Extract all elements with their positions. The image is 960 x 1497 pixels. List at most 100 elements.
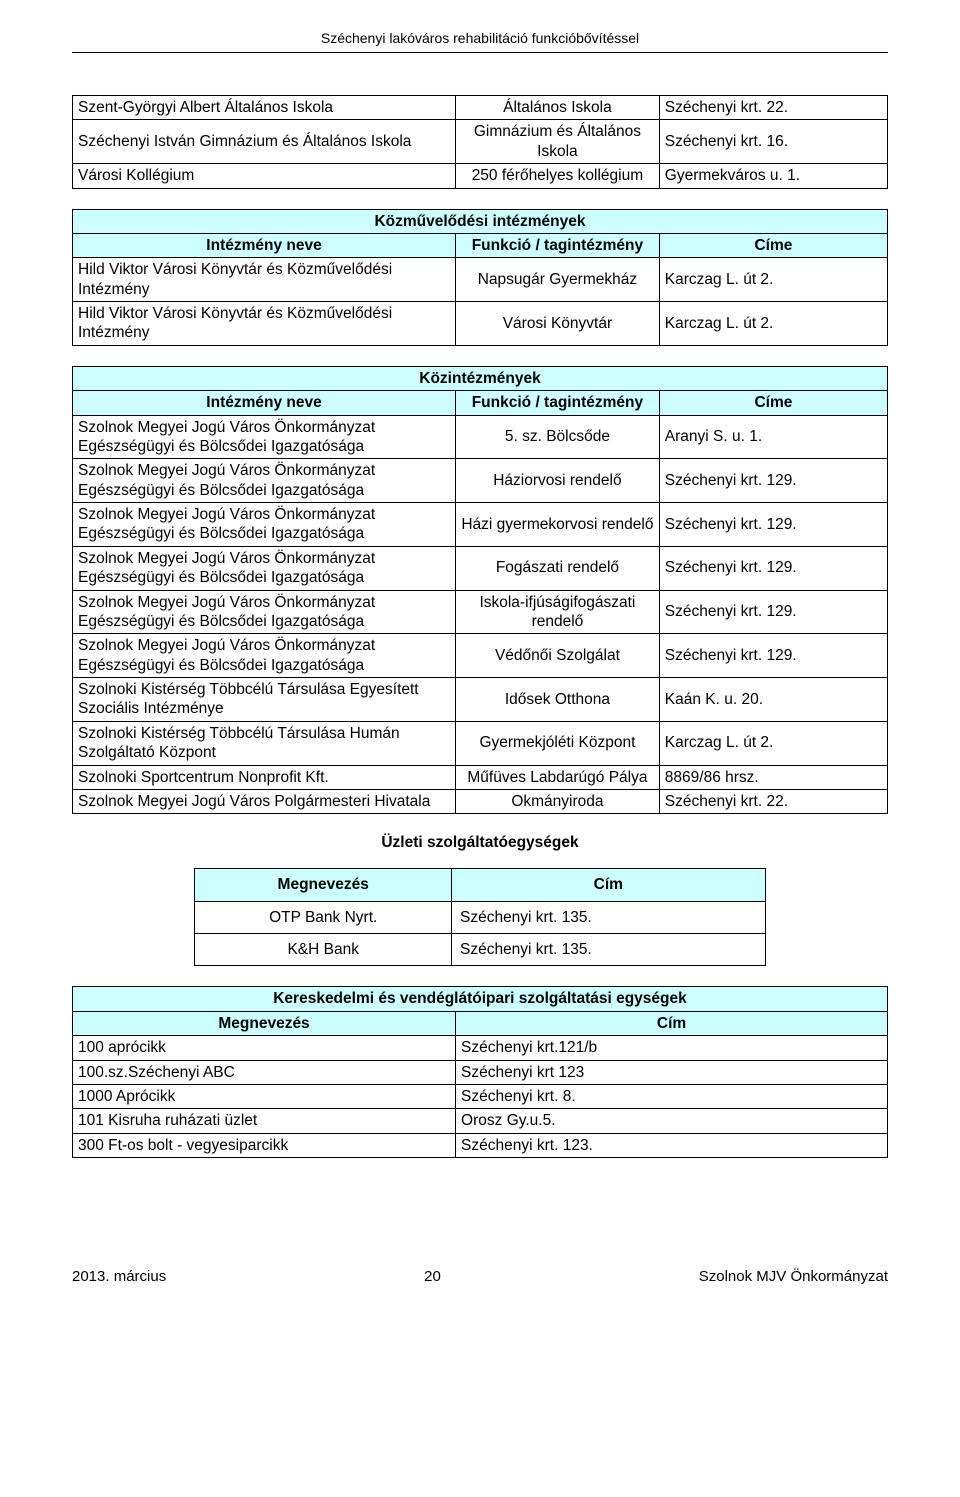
table-public-title: Közintézmények bbox=[73, 366, 888, 390]
table-row: Hild Viktor Városi Könyvtár és Közművelő… bbox=[73, 258, 888, 302]
table-cell: Iskola-ifjúságifogászati rendelő bbox=[456, 590, 660, 634]
table-cell: 100.sz.Széchenyi ABC bbox=[73, 1060, 456, 1084]
col-header: Címe bbox=[659, 233, 887, 257]
col-header: Cím bbox=[451, 869, 765, 901]
table-cell: Kaán K. u. 20. bbox=[659, 678, 887, 722]
table-cell: Orosz Gy.u.5. bbox=[456, 1109, 888, 1133]
table-cell: Széchenyi krt. 22. bbox=[659, 789, 887, 813]
table-row: Szolnok Megyei Jogú Város Önkormányzat E… bbox=[73, 415, 888, 459]
table-row: 1000 AprócikkSzéchenyi krt. 8. bbox=[73, 1084, 888, 1108]
footer-left: 2013. március bbox=[72, 1268, 166, 1285]
table-cell: Széchenyi krt. 16. bbox=[659, 120, 887, 164]
table-cell: Aranyi S. u. 1. bbox=[659, 415, 887, 459]
table-cell: Szolnok Megyei Jogú Város Önkormányzat E… bbox=[73, 459, 456, 503]
table-row: Szolnok Megyei Jogú Város Önkormányzat E… bbox=[73, 590, 888, 634]
col-header: Megnevezés bbox=[195, 869, 452, 901]
col-header: Cím bbox=[456, 1011, 888, 1035]
table-cultural: Közművelődési intézmények Intézmény neve… bbox=[72, 209, 888, 346]
table-cell: Széchenyi krt 123 bbox=[456, 1060, 888, 1084]
table-cell: Műfüves Labdarúgó Pálya bbox=[456, 765, 660, 789]
footer-page-number: 20 bbox=[424, 1268, 441, 1285]
table-cell: Napsugár Gyermekház bbox=[456, 258, 660, 302]
table-row: Szolnok Megyei Jogú Város Polgármesteri … bbox=[73, 789, 888, 813]
table-cultural-title: Közművelődési intézmények bbox=[73, 209, 888, 233]
table-cell: Fogászati rendelő bbox=[456, 546, 660, 590]
table-cell: Szent-Györgyi Albert Általános Iskola bbox=[73, 96, 456, 120]
table-business-services: Megnevezés Cím OTP Bank Nyrt.Széchenyi k… bbox=[194, 868, 765, 966]
table-row: 300 Ft-os bolt - vegyesiparcikkSzéchenyi… bbox=[73, 1133, 888, 1157]
table-row: OTP Bank Nyrt.Széchenyi krt. 135. bbox=[195, 901, 765, 933]
table-row: Szent-Györgyi Albert Általános IskolaÁlt… bbox=[73, 96, 888, 120]
table-public-institutions: Közintézmények Intézmény neve Funkció / … bbox=[72, 366, 888, 815]
table-cell: Hild Viktor Városi Könyvtár és Közművelő… bbox=[73, 302, 456, 346]
table-row: Hild Viktor Városi Könyvtár és Közművelő… bbox=[73, 302, 888, 346]
page-footer: 2013. március 20 Szolnok MJV Önkormányza… bbox=[72, 1268, 888, 1285]
table-cell: 101 Kisruha ruházati üzlet bbox=[73, 1109, 456, 1133]
table-row: Szolnok Megyei Jogú Város Önkormányzat E… bbox=[73, 459, 888, 503]
table-row: Szolnoki Sportcentrum Nonprofit Kft.Műfü… bbox=[73, 765, 888, 789]
table-row: 100.sz.Széchenyi ABCSzéchenyi krt 123 bbox=[73, 1060, 888, 1084]
table-cell: Széchenyi krt. 135. bbox=[451, 901, 765, 933]
table-commercial: Kereskedelmi és vendéglátóipari szolgált… bbox=[72, 986, 888, 1158]
col-header: Intézmény neve bbox=[73, 391, 456, 415]
table-schools: Szent-Györgyi Albert Általános IskolaÁlt… bbox=[72, 95, 888, 189]
table-row: Szolnok Megyei Jogú Város Önkormányzat E… bbox=[73, 634, 888, 678]
table-cell: 8869/86 hrsz. bbox=[659, 765, 887, 789]
table-cell: Karczag L. út 2. bbox=[659, 721, 887, 765]
table-row: Szolnok Megyei Jogú Város Önkormányzat E… bbox=[73, 546, 888, 590]
header-rule bbox=[72, 52, 888, 53]
table-cell: Szolnok Megyei Jogú Város Önkormányzat E… bbox=[73, 634, 456, 678]
table-cell: Széchenyi krt. 129. bbox=[659, 634, 887, 678]
table-cell: Széchenyi krt. 123. bbox=[456, 1133, 888, 1157]
footer-right: Szolnok MJV Önkormányzat bbox=[699, 1268, 888, 1285]
table-cell: Széchenyi krt. 129. bbox=[659, 590, 887, 634]
table-cell: Széchenyi krt. 8. bbox=[456, 1084, 888, 1108]
table-cell: 1000 Aprócikk bbox=[73, 1084, 456, 1108]
table-cell: Gimnázium és Általános Iskola bbox=[456, 120, 660, 164]
table-cell: Házi gyermekorvosi rendelő bbox=[456, 503, 660, 547]
table-row: K&H BankSzéchenyi krt. 135. bbox=[195, 934, 765, 966]
table-cell: Szolnoki Kistérség Többcélú Társulása Hu… bbox=[73, 721, 456, 765]
table-cell: Városi Kollégium bbox=[73, 164, 456, 188]
table-cell: Széchenyi krt. 22. bbox=[659, 96, 887, 120]
table-cell: Széchenyi krt.121/b bbox=[456, 1036, 888, 1060]
table-row: Széchenyi István Gimnázium és Általános … bbox=[73, 120, 888, 164]
table-cell: Széchenyi István Gimnázium és Általános … bbox=[73, 120, 456, 164]
table-cell: Szolnok Megyei Jogú Város Önkormányzat E… bbox=[73, 415, 456, 459]
table-cell: Gyermekváros u. 1. bbox=[659, 164, 887, 188]
table-cell: Okmányiroda bbox=[456, 789, 660, 813]
table-cell: Hild Viktor Városi Könyvtár és Közművelő… bbox=[73, 258, 456, 302]
table-cell: Széchenyi krt. 135. bbox=[451, 934, 765, 966]
table-cell: Széchenyi krt. 129. bbox=[659, 503, 887, 547]
col-header: Intézmény neve bbox=[73, 233, 456, 257]
table-row: Városi Kollégium250 férőhelyes kollégium… bbox=[73, 164, 888, 188]
table-cell: Városi Könyvtár bbox=[456, 302, 660, 346]
table-cell: Általános Iskola bbox=[456, 96, 660, 120]
col-header: Funkció / tagintézmény bbox=[456, 391, 660, 415]
table-cell: Szolnoki Sportcentrum Nonprofit Kft. bbox=[73, 765, 456, 789]
page-header: Széchenyi lakóváros rehabilitáció funkci… bbox=[72, 30, 888, 46]
table-cell: Szolnok Megyei Jogú Város Önkormányzat E… bbox=[73, 546, 456, 590]
table-cell: Szolnoki Kistérség Többcélú Társulása Eg… bbox=[73, 678, 456, 722]
col-header: Funkció / tagintézmény bbox=[456, 233, 660, 257]
table-cell: Védőnői Szolgálat bbox=[456, 634, 660, 678]
table-cell: K&H Bank bbox=[195, 934, 452, 966]
table-cell: Széchenyi krt. 129. bbox=[659, 459, 887, 503]
table-row: Szolnoki Kistérség Többcélú Társulása Hu… bbox=[73, 721, 888, 765]
table-row: Szolnok Megyei Jogú Város Önkormányzat E… bbox=[73, 503, 888, 547]
table-cell: 5. sz. Bölcsőde bbox=[456, 415, 660, 459]
table-cell: Széchenyi krt. 129. bbox=[659, 546, 887, 590]
table-cell: Gyermekjóléti Központ bbox=[456, 721, 660, 765]
table-cell: Karczag L. út 2. bbox=[659, 258, 887, 302]
table-cell: OTP Bank Nyrt. bbox=[195, 901, 452, 933]
table-row: 100 aprócikkSzéchenyi krt.121/b bbox=[73, 1036, 888, 1060]
table-commercial-title: Kereskedelmi és vendéglátóipari szolgált… bbox=[73, 987, 888, 1011]
table-cell: Idősek Otthona bbox=[456, 678, 660, 722]
table-cell: 300 Ft-os bolt - vegyesiparcikk bbox=[73, 1133, 456, 1157]
col-header: Címe bbox=[659, 391, 887, 415]
table-cell: Szolnok Megyei Jogú Város Önkormányzat E… bbox=[73, 590, 456, 634]
table-row: Szolnoki Kistérség Többcélú Társulása Eg… bbox=[73, 678, 888, 722]
business-services-title: Üzleti szolgáltatóegységek bbox=[72, 834, 888, 852]
table-cell: Karczag L. út 2. bbox=[659, 302, 887, 346]
table-cell: 250 férőhelyes kollégium bbox=[456, 164, 660, 188]
